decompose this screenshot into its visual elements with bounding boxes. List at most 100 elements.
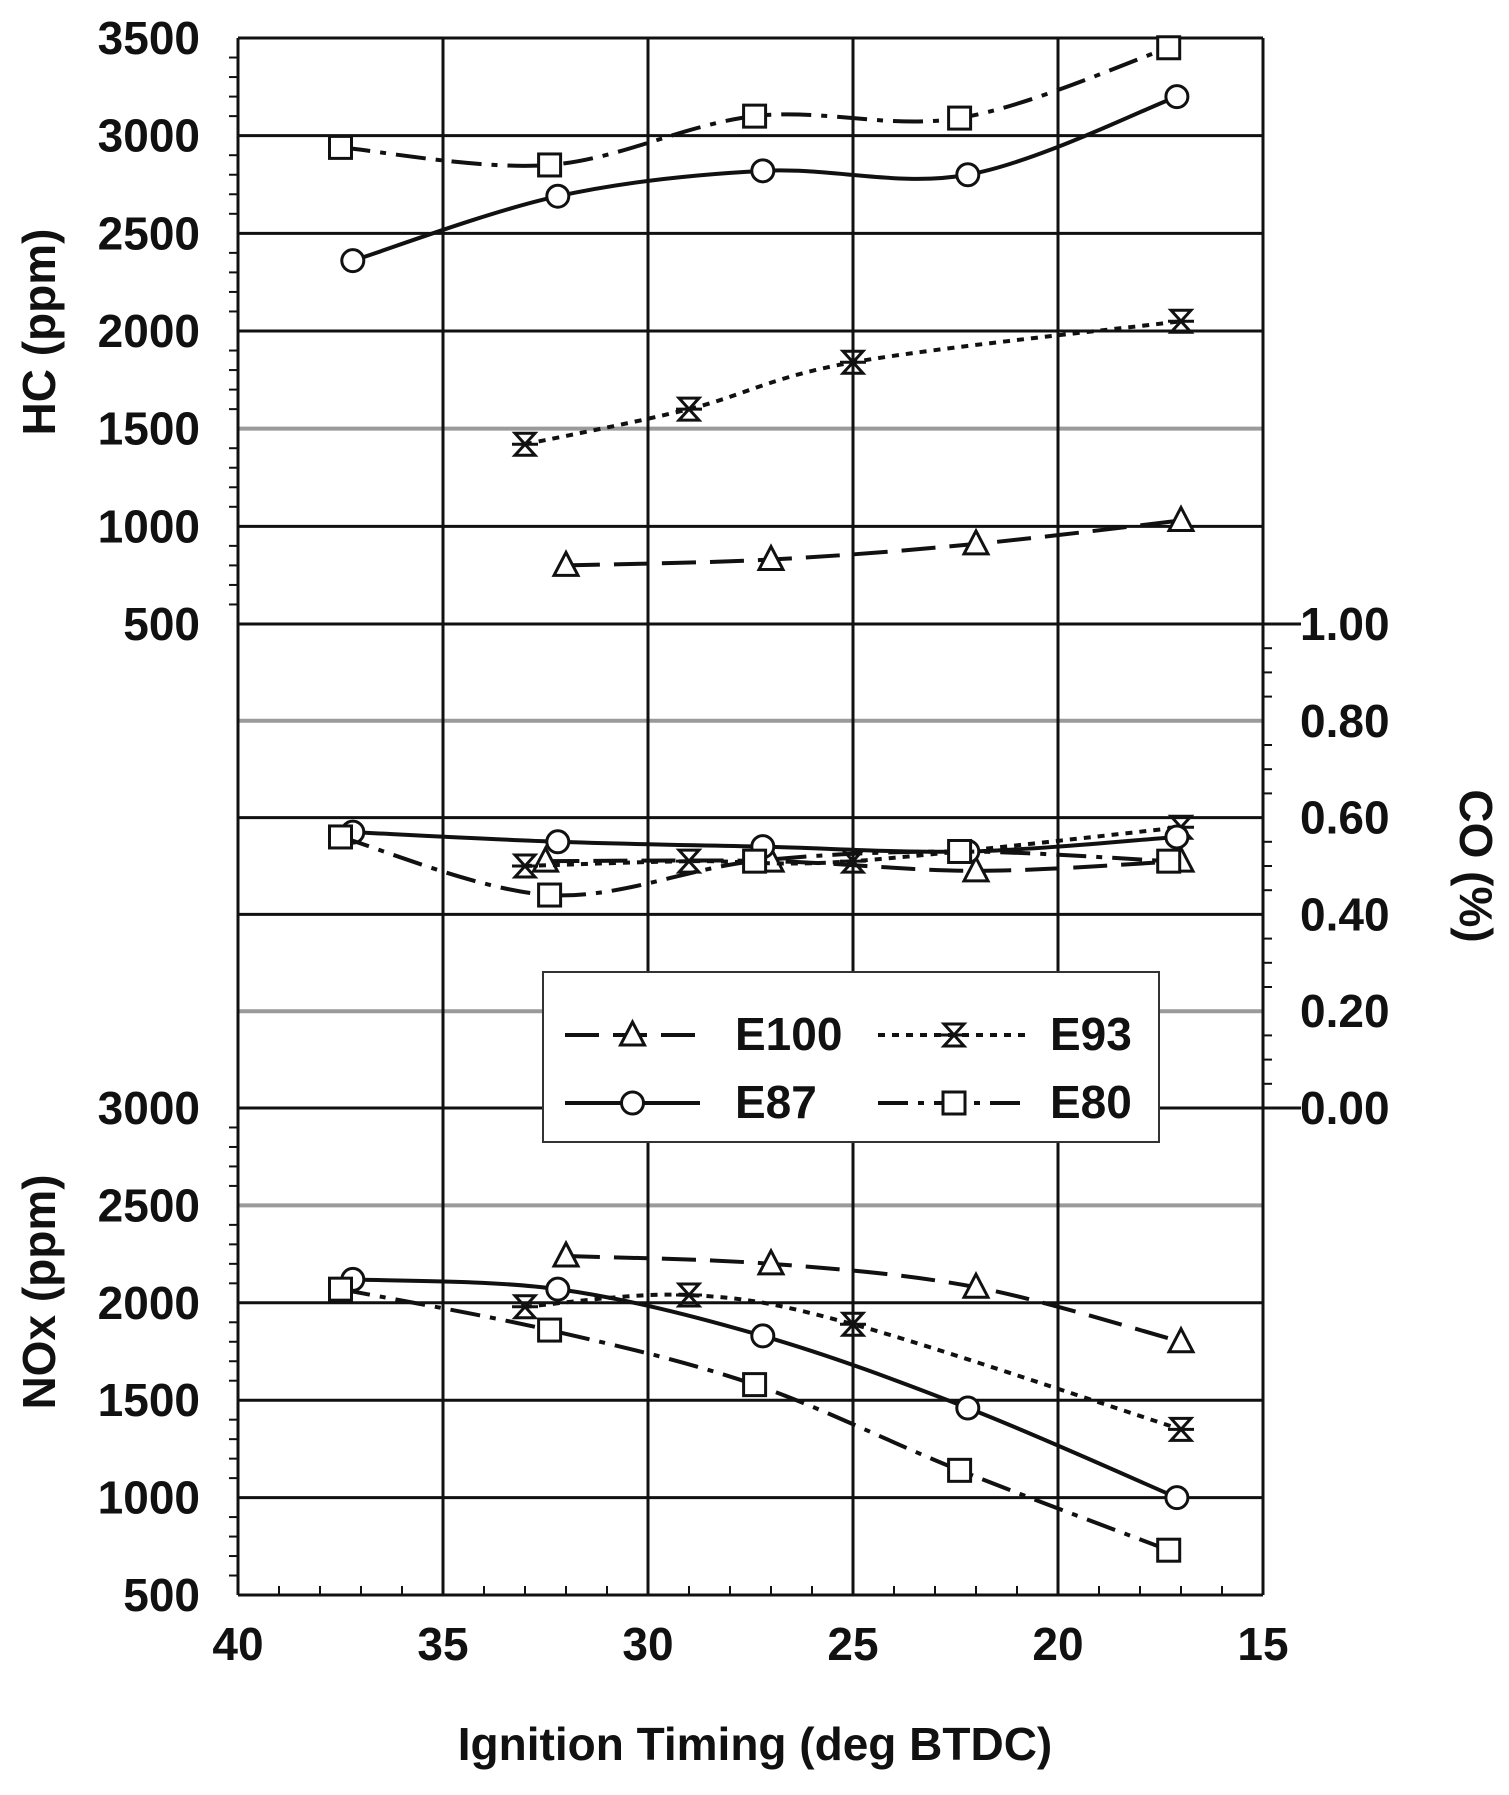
co-point-e80 — [537, 882, 563, 908]
co-point-e87 — [545, 829, 571, 855]
hc-point-e80 — [742, 103, 768, 129]
hc-point-e80 — [537, 152, 563, 178]
nox-line-e100 — [565, 1254, 1182, 1344]
co-series-e100 — [531, 844, 1196, 883]
hc-series-e80 — [328, 35, 1182, 178]
co-tick-label: 0.60 — [1300, 792, 1390, 844]
hc-point-e87 — [340, 248, 366, 274]
nox-point-e80 — [742, 1372, 768, 1398]
legend-marker-e100 — [618, 1018, 647, 1047]
x-tick-label: 20 — [1032, 1618, 1083, 1670]
hc-point-e80 — [947, 105, 973, 131]
nox-point-e87 — [955, 1395, 981, 1421]
co-point-e80 — [947, 838, 973, 864]
legend-marker-e87 — [620, 1090, 645, 1116]
nox-point-e93 — [1167, 1416, 1195, 1442]
axes-layer: 3500 3000 2500 2000 1500 1000 500 3000 2500 2000 1… — [98, 12, 1390, 1670]
x-tick-label: 30 — [622, 1618, 673, 1670]
nox-tick-label: 2500 — [98, 1179, 200, 1231]
nox-point-e100 — [961, 1270, 991, 1299]
legend-label-e93: E93 — [1050, 1008, 1132, 1060]
hc-point-e80 — [1156, 35, 1182, 61]
nox-line-e80 — [340, 1287, 1170, 1553]
co-tick-label: 0.80 — [1300, 695, 1390, 747]
hc-tick-label: 3500 — [98, 12, 200, 64]
hc-tick-label: 1500 — [98, 403, 200, 455]
co-point-e87 — [1164, 824, 1190, 850]
nox-series-e80 — [328, 1276, 1182, 1563]
nox-point-e80 — [947, 1457, 973, 1483]
hc-tick-label: 2500 — [98, 207, 200, 259]
nox-axis-title: NOx (ppm) — [13, 1174, 65, 1409]
nox-point-e87 — [545, 1276, 571, 1302]
co-tick-label: 0.00 — [1300, 1082, 1390, 1134]
x-axis-title: Ignition Timing (deg BTDC) — [458, 1718, 1053, 1770]
legend-label-e100: E100 — [735, 1008, 842, 1060]
series-layer — [328, 35, 1196, 1563]
co-point-e100 — [961, 854, 991, 883]
hc-point-e87 — [545, 183, 571, 209]
hc-axis-title: HC (ppm) — [13, 229, 65, 436]
hc-series-e100 — [551, 504, 1196, 577]
hc-point-e100 — [756, 543, 786, 572]
x-tick-label: 15 — [1237, 1618, 1288, 1670]
hc-point-e100 — [961, 527, 991, 556]
nox-point-e80 — [1156, 1537, 1182, 1563]
nox-point-e80 — [328, 1276, 353, 1302]
hc-point-e93 — [1167, 308, 1195, 334]
hc-point-e87 — [955, 162, 981, 188]
legend-box — [542, 971, 1160, 1143]
legend-label-e87: E87 — [735, 1076, 817, 1128]
co-axis-title: CO (%) — [1450, 789, 1502, 942]
x-tick-label: 40 — [212, 1618, 263, 1670]
hc-point-e93 — [511, 431, 539, 457]
nox-point-e93 — [511, 1294, 539, 1320]
x-tick-label: 25 — [827, 1618, 878, 1670]
x-tick-label: 35 — [417, 1618, 468, 1670]
nox-point-e100 — [756, 1247, 786, 1276]
legend: E100 E93 E87 E80 — [542, 971, 1160, 1143]
hc-point-e87 — [1164, 84, 1190, 110]
hc-tick-label: 500 — [123, 598, 200, 650]
co-point-e80 — [328, 824, 353, 850]
legend-marker-e80 — [941, 1090, 967, 1116]
hc-tick-label: 3000 — [98, 110, 200, 162]
nox-tick-label: 2000 — [98, 1277, 200, 1329]
nox-tick-label: 3000 — [98, 1082, 200, 1134]
co-point-e80 — [1156, 848, 1182, 874]
hc-tick-label: 1000 — [98, 500, 200, 552]
nox-series-e100 — [551, 1239, 1196, 1354]
co-line-e100 — [545, 858, 1182, 873]
hc-point-e87 — [750, 158, 776, 184]
co-tick-label: 1.00 — [1300, 598, 1390, 650]
nox-point-e93 — [675, 1282, 703, 1308]
nox-point-e93 — [839, 1311, 867, 1337]
co-tick-label: 0.40 — [1300, 888, 1390, 940]
nox-tick-label: 1000 — [98, 1472, 200, 1524]
nox-point-e100 — [551, 1239, 581, 1268]
co-series-e80 — [328, 824, 1182, 908]
hc-series-e93 — [511, 308, 1195, 457]
hc-point-e80 — [328, 134, 353, 160]
co-point-e93 — [511, 853, 539, 879]
hc-point-e93 — [839, 349, 867, 375]
hc-point-e100 — [1166, 504, 1196, 532]
hc-tick-label: 2000 — [98, 305, 200, 357]
nox-tick-label: 500 — [123, 1569, 200, 1621]
nox-tick-label: 1500 — [98, 1374, 200, 1426]
co-tick-label: 0.20 — [1300, 985, 1390, 1037]
legend-samples — [565, 1018, 1030, 1116]
hc-line-e100 — [565, 518, 1182, 568]
co-point-e80 — [742, 848, 768, 874]
co-line-e93 — [524, 825, 1182, 868]
hc-series-e87 — [340, 84, 1190, 274]
hc-line-e93 — [524, 319, 1182, 447]
legend-marker-e93 — [940, 1022, 968, 1048]
co-point-e93 — [675, 848, 703, 874]
legend-label-e80: E80 — [1050, 1076, 1132, 1128]
nox-series-e87 — [340, 1266, 1190, 1511]
grid-layer — [238, 36, 1301, 1597]
nox-point-e87 — [750, 1323, 776, 1349]
nox-point-e87 — [1164, 1485, 1190, 1511]
